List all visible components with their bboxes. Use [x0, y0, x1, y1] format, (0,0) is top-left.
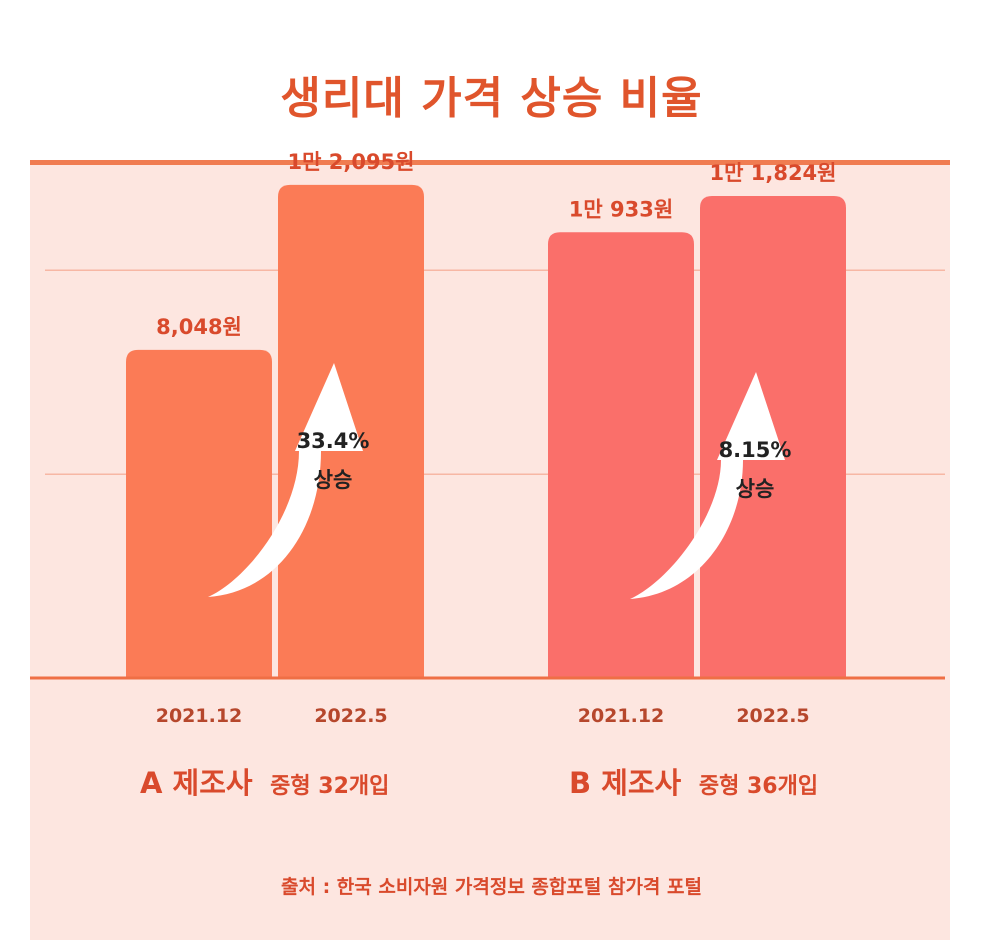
increase-arrow-g0	[208, 363, 363, 597]
increase-text-g0: 상승	[314, 468, 353, 492]
bar-g0-b0	[126, 349, 272, 678]
increase-arrow-g1	[630, 372, 785, 599]
group-b-detail: 중형 36개입	[698, 774, 819, 799]
value-label-g1-b0: 1만 933원	[569, 197, 673, 221]
panel-top-border	[30, 160, 950, 165]
tick-label-g1-b1: 2022.5	[736, 705, 809, 727]
value-label-g0-b0: 8,048원	[156, 315, 242, 339]
increase-percent-g0: 33.4%	[297, 429, 370, 453]
increase-percent-g1: 8.15%	[719, 438, 792, 462]
tick-label-g1-b0: 2021.12	[578, 705, 665, 727]
group-a-title: A 제조사 중형 32개입	[140, 760, 389, 802]
tick-label-g0-b1: 2022.5	[314, 705, 387, 727]
group-a-name: A 제조사	[140, 766, 253, 800]
source-note: 출처 : 한국 소비자원 가격정보 종합포털 참가격 포털	[281, 876, 702, 898]
bar-g1-b0	[548, 232, 694, 678]
group-b-name: B 제조사	[569, 766, 682, 800]
value-label-g1-b1: 1만 1,824원	[710, 161, 837, 185]
group-a-detail: 중형 32개입	[270, 774, 390, 799]
value-label-g0-b1: 1만 2,095원	[288, 150, 415, 174]
page-title: 생리대 가격 상승 비율	[280, 73, 703, 124]
increase-text-g1: 상승	[736, 477, 775, 501]
tick-label-g0-b0: 2021.12	[156, 705, 243, 727]
group-b-title: B 제조사 중형 36개입	[569, 760, 818, 802]
